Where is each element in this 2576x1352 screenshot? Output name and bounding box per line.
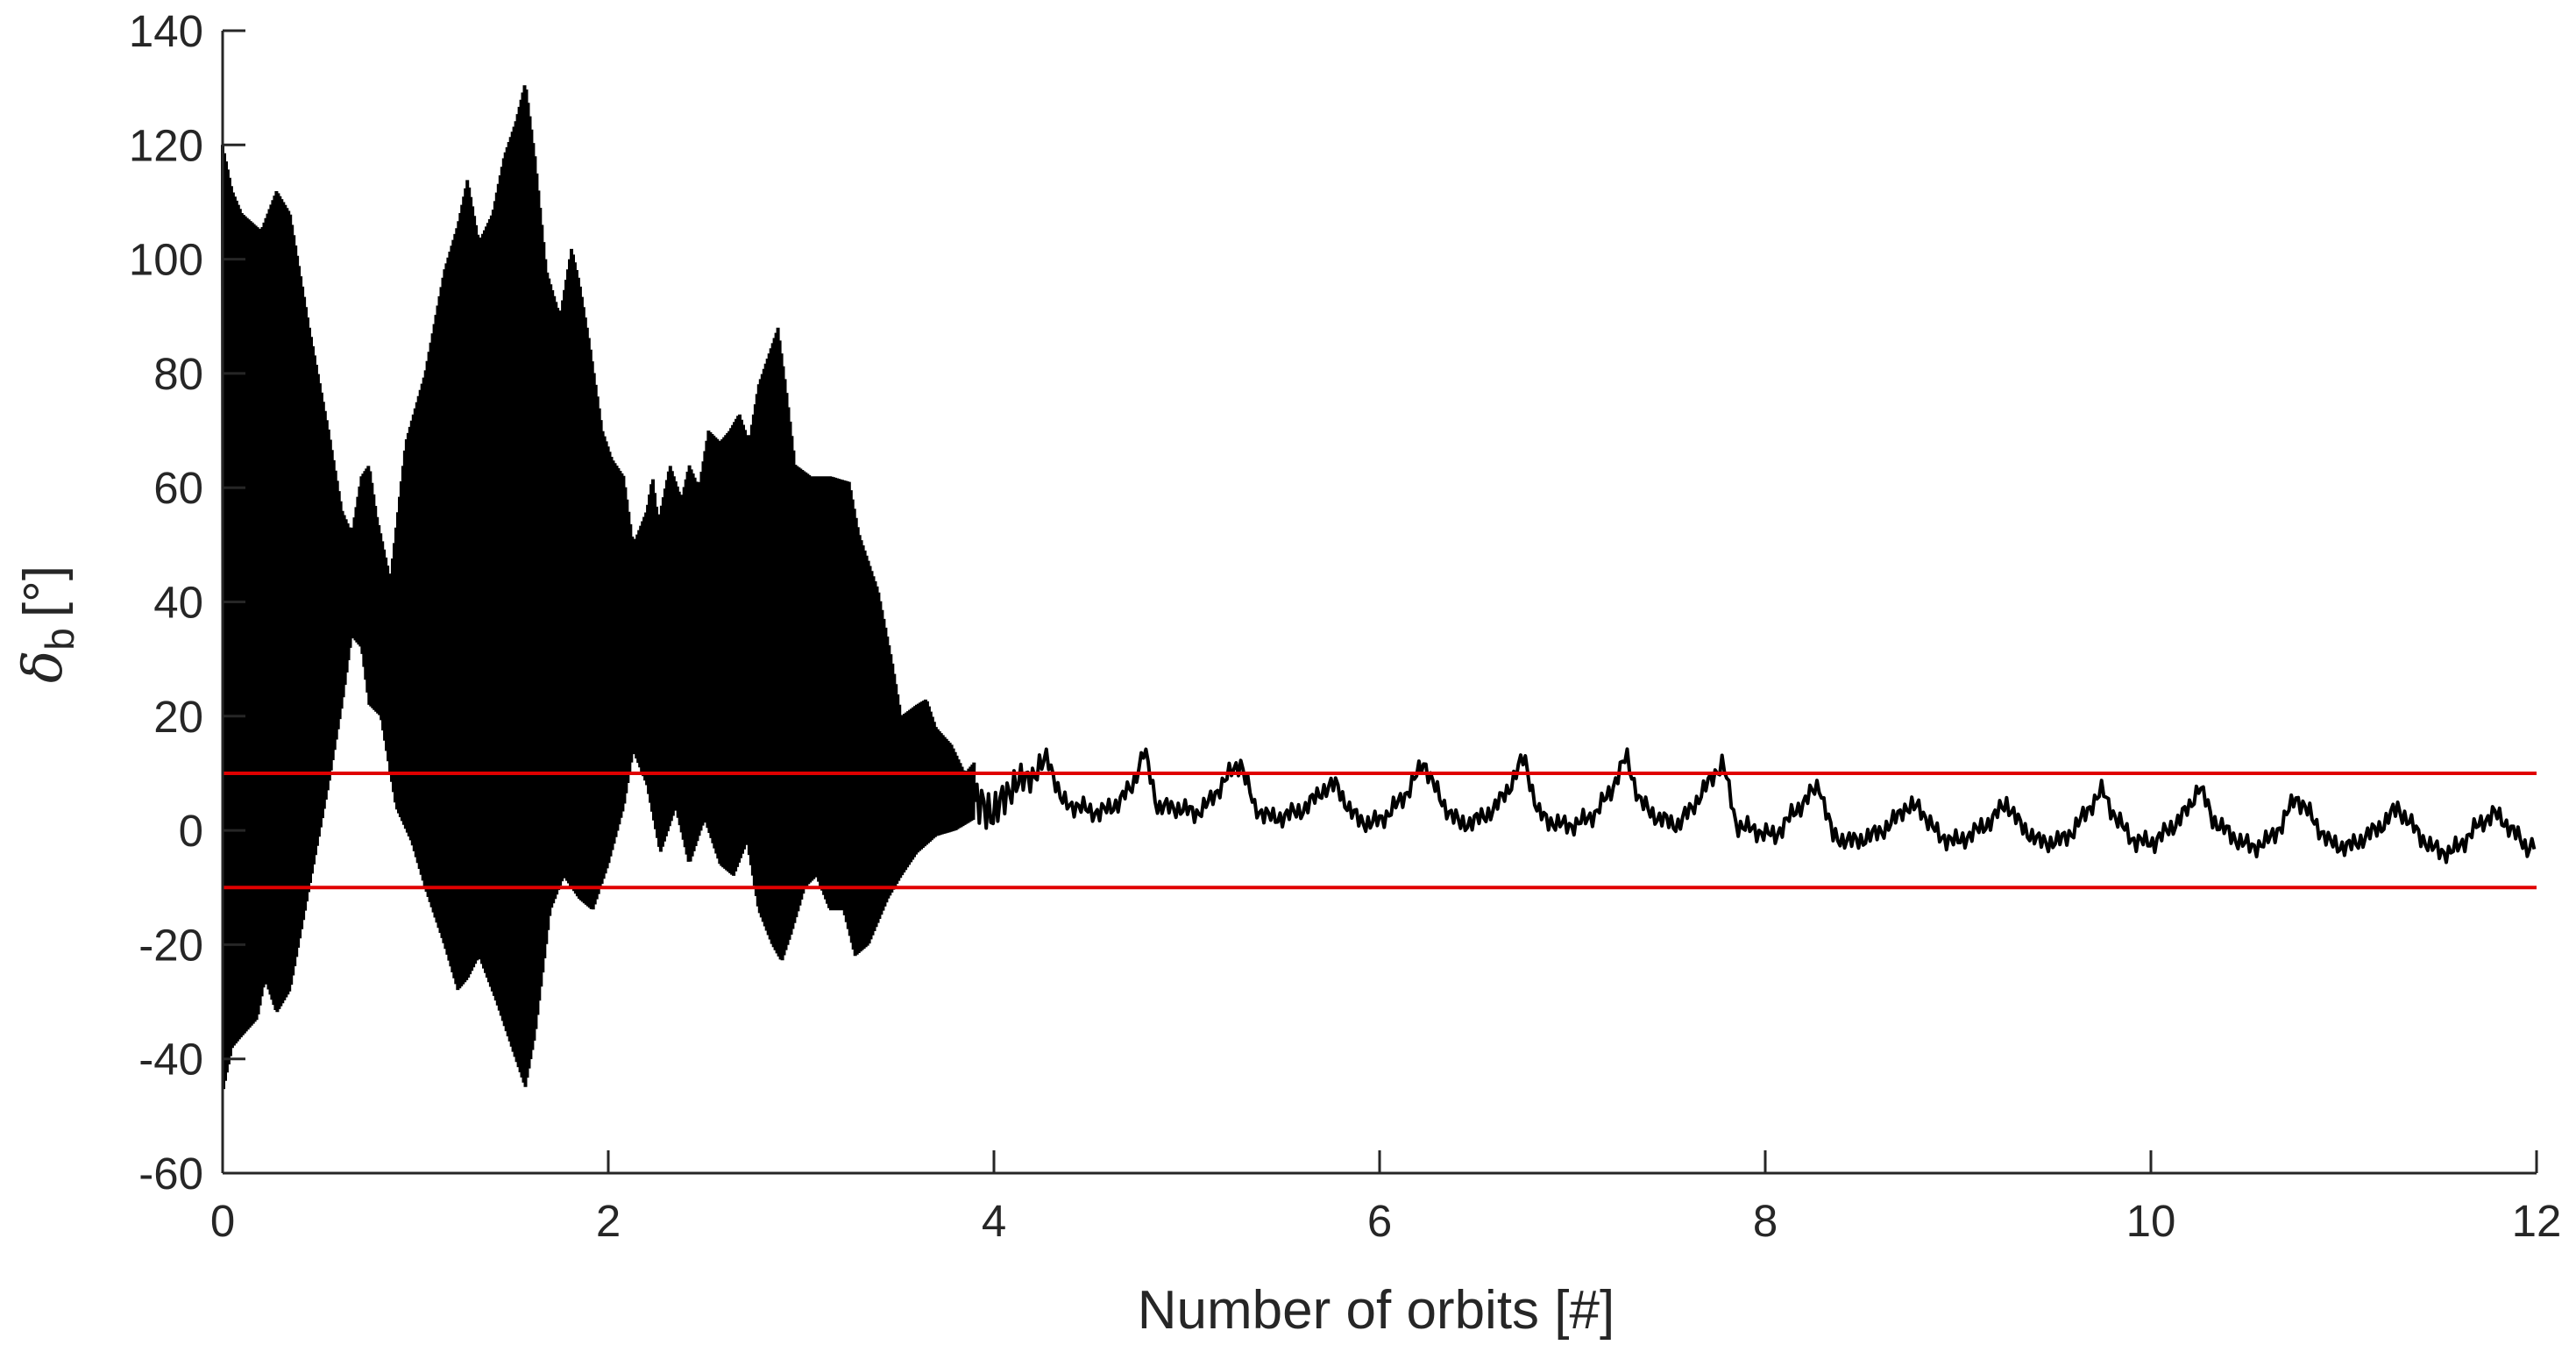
x-tick-label: 2 [596, 1196, 621, 1246]
y-tick-label: 60 [153, 463, 203, 513]
y-tick-label: -60 [138, 1149, 203, 1199]
y-tick-label: 120 [129, 120, 203, 170]
y-axis-label-subscript: b [37, 628, 82, 651]
x-tick-label: 12 [2512, 1196, 2562, 1246]
y-tick-label: 80 [153, 349, 203, 399]
series-0-trace [973, 747, 2537, 865]
y-axis-label: δb [°] [11, 566, 82, 683]
y-tick-label: -40 [138, 1035, 203, 1085]
y-tick-label: 140 [129, 6, 203, 56]
x-axis-label: Number of orbits [#] [1138, 1280, 1614, 1341]
y-axis-ticks: -60 -40 -20 0 20 40 60 80 100 120 140 [129, 6, 245, 1199]
plot-series [221, 85, 2537, 1090]
series-0-envelope [221, 85, 976, 1090]
y-tick-label: 100 [129, 235, 203, 285]
y-tick-label: 40 [153, 578, 203, 628]
y-axis-label-unit: [°] [13, 566, 74, 617]
x-tick-label: 6 [1367, 1196, 1392, 1246]
x-tick-label: 4 [982, 1196, 1006, 1246]
y-tick-label: 0 [179, 806, 203, 856]
y-tick-label: 20 [153, 692, 203, 742]
y-tick-label: -20 [138, 920, 203, 970]
y-axis-label-symbol: δ [11, 651, 75, 683]
x-axis-ticks: 0 2 4 6 8 10 12 [210, 1150, 2562, 1246]
x-tick-label: 10 [2126, 1196, 2176, 1246]
x-tick-label: 0 [210, 1196, 235, 1246]
reference-lines [223, 771, 2537, 890]
x-tick-label: 8 [1753, 1196, 1778, 1246]
